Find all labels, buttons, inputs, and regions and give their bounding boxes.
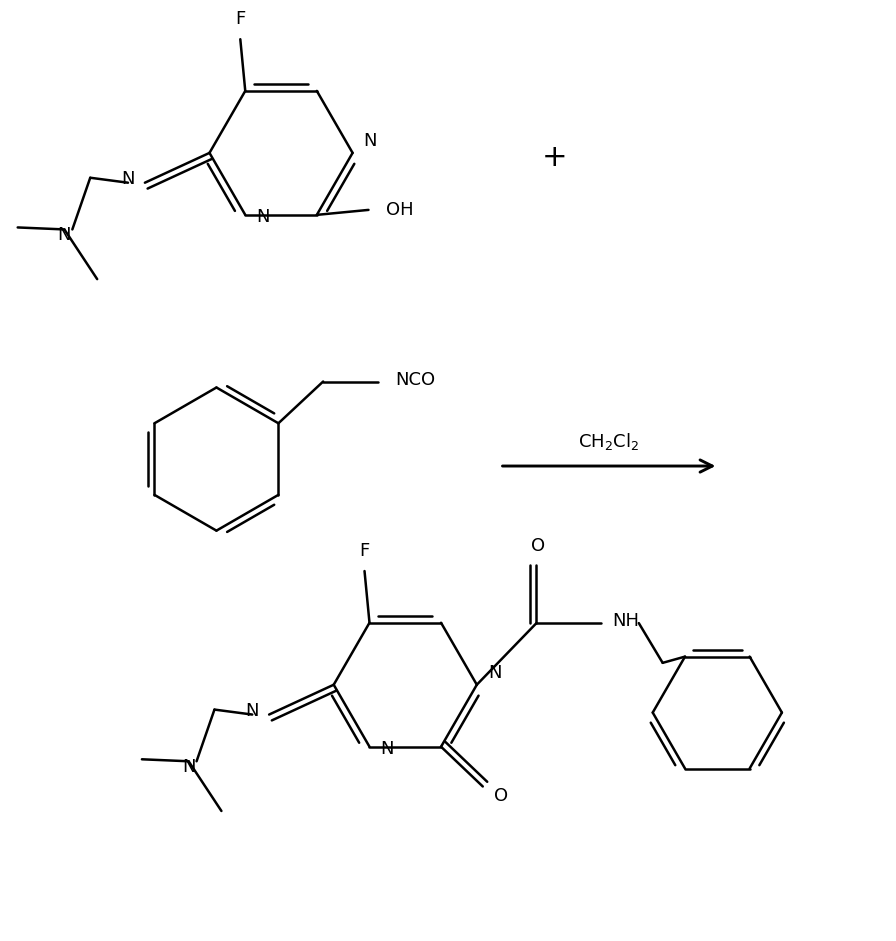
Text: N: N: [381, 740, 394, 758]
Text: F: F: [359, 542, 370, 560]
Text: NH: NH: [612, 612, 640, 630]
Text: NCO: NCO: [395, 371, 435, 389]
Text: N: N: [246, 702, 259, 720]
Text: O: O: [494, 788, 508, 805]
Text: OH: OH: [386, 200, 414, 219]
Text: N: N: [364, 132, 377, 150]
Text: N: N: [488, 663, 502, 682]
Text: N: N: [121, 169, 134, 188]
Text: N: N: [256, 208, 270, 226]
Text: N: N: [182, 758, 195, 776]
Text: N: N: [57, 227, 71, 245]
Text: F: F: [235, 10, 246, 28]
Text: CH$_2$Cl$_2$: CH$_2$Cl$_2$: [578, 431, 640, 452]
Text: O: O: [531, 536, 546, 554]
Text: +: +: [541, 143, 567, 172]
